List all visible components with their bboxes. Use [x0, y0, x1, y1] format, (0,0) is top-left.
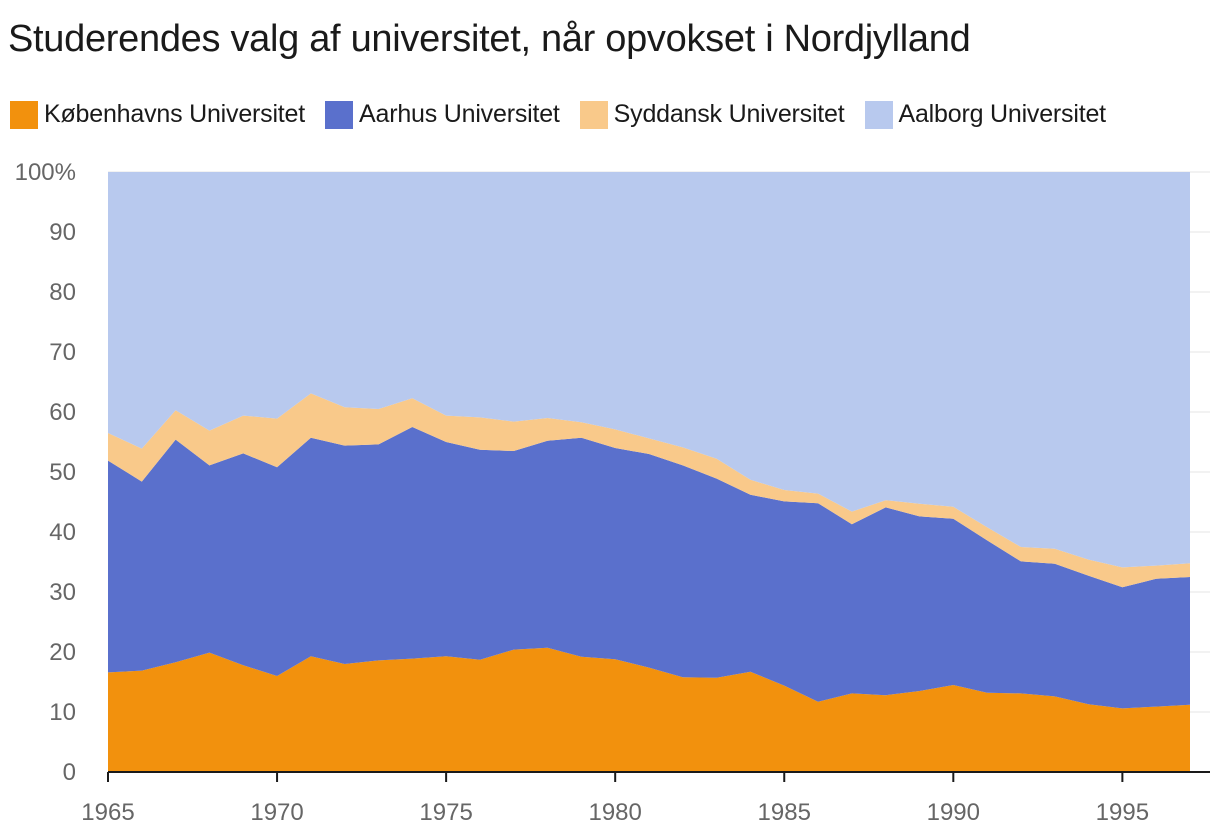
x-tick-label: 1965: [81, 799, 134, 826]
y-tick-label: 60: [49, 399, 76, 426]
legend-swatch-koebenhavns: [10, 100, 38, 129]
y-tick-label: 0: [63, 759, 76, 786]
area-syddansk-universitet: [108, 393, 1190, 588]
legend-item-koebenhavns: Københavns Universitet: [10, 100, 305, 129]
legend-swatch-aarhus: [325, 100, 354, 129]
chart-title: Studerendes valg af universitet, når opv…: [8, 18, 971, 60]
area-københavns-universitet: [108, 647, 1190, 772]
x-tick-label: 1985: [758, 799, 811, 826]
legend-label-syddansk: Syddansk Universitet: [613, 100, 845, 128]
x-tick-label: 1995: [1096, 799, 1149, 826]
legend-swatch-aalborg: [864, 100, 893, 129]
legend-label-koebenhavns: Københavns Universitet: [44, 100, 306, 128]
y-tick-label: 40: [49, 519, 76, 546]
legend-label-aalborg: Aalborg Universitet: [898, 100, 1107, 128]
y-tick-label: 20: [49, 639, 76, 666]
y-tick-label: 90: [49, 219, 76, 246]
y-tick-label: 100%: [15, 159, 76, 186]
y-tick-label: 50: [49, 459, 76, 486]
area-aalborg-universitet: [108, 172, 1190, 568]
legend-item-syddansk: Syddansk Universitet: [579, 100, 845, 129]
x-tick-label: 1975: [419, 799, 472, 826]
legend-label-aarhus: Aarhus Universitet: [359, 100, 560, 128]
legend-item-aalborg: Aalborg Universitet: [864, 100, 1107, 129]
x-tick-label: 1990: [927, 799, 980, 826]
x-tick-label: 1980: [588, 799, 641, 826]
x-tick-label: 1970: [250, 799, 303, 826]
area-series: [108, 172, 1190, 772]
y-tick-label: 10: [49, 699, 76, 726]
legend-swatch-syddansk: [579, 100, 608, 129]
axes: 0 10 20 30 40 50 60 70 80 90 100% 1965 1970 1975 1980 1…: [15, 159, 1210, 826]
legend: Københavns Universitet Aarhus Universite…: [10, 100, 1126, 129]
legend-item-aarhus: Aarhus Universitet: [325, 100, 560, 129]
area-aarhus-universitet: [108, 427, 1190, 709]
y-tick-label: 80: [49, 279, 76, 306]
y-tick-label: 70: [49, 339, 76, 366]
y-tick-label: 30: [49, 579, 76, 606]
